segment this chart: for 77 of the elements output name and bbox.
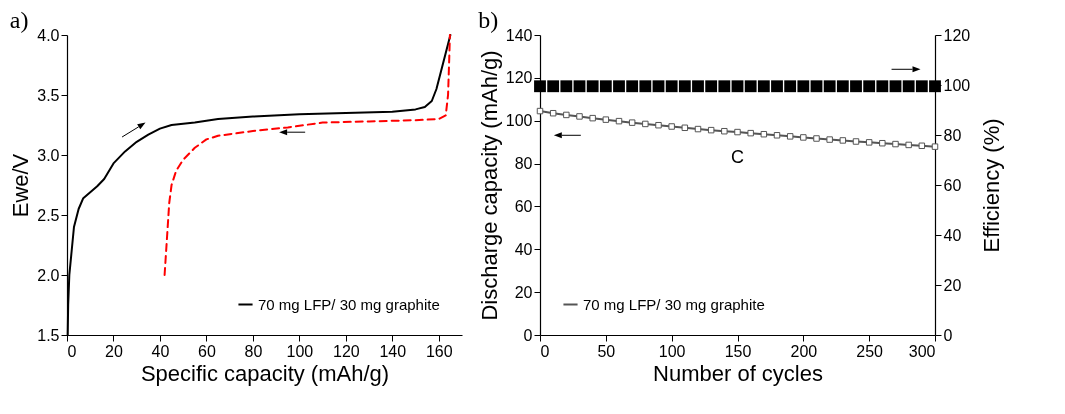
- y-axis-title: Discharge capacity (mAh/g): [476, 50, 502, 321]
- point: [931, 143, 939, 150]
- y2-tick-label: 40: [943, 226, 962, 244]
- x-tick-label: 160: [425, 342, 453, 360]
- point: [668, 123, 675, 130]
- x-tick-label: 100: [286, 342, 314, 360]
- y-tick-label: 100: [505, 112, 533, 130]
- point: [839, 137, 847, 144]
- point: [563, 111, 570, 119]
- x-tick-label: 140: [379, 342, 407, 360]
- point: [734, 128, 741, 136]
- point: [918, 142, 926, 150]
- y-tick-label: 20: [514, 283, 533, 301]
- point: [549, 109, 557, 117]
- x-axis-title: Number of cycles: [653, 360, 823, 386]
- y-tick-label: 4.0: [37, 26, 60, 44]
- legend-label: 70 mg LFP/ 30 mg graphite: [583, 295, 765, 313]
- point: [773, 132, 781, 139]
- point: [747, 129, 754, 137]
- point: [852, 138, 860, 145]
- y-tick-label: 140: [505, 26, 533, 44]
- y2-tick-label: 60: [943, 176, 962, 194]
- y-tick-label: 0: [523, 326, 533, 344]
- point: [615, 117, 623, 125]
- x-tick-label: 200: [790, 342, 818, 360]
- x-tick-label: 0: [67, 342, 77, 360]
- point: [642, 120, 649, 128]
- point: [707, 126, 715, 134]
- y-tick-label: 2.0: [37, 266, 60, 284]
- x-tick-label: 100: [658, 342, 686, 360]
- point: [813, 135, 820, 142]
- y-tick-label: 40: [514, 240, 533, 258]
- point: [589, 114, 596, 122]
- x-tick-label: 50: [597, 342, 616, 360]
- point: [681, 124, 689, 132]
- x-tick-label: 250: [856, 342, 884, 360]
- point: [760, 130, 768, 138]
- point: [628, 119, 636, 126]
- y-tick-label: 3.5: [37, 86, 60, 104]
- y-axis-title: Ewe/V: [8, 153, 34, 218]
- y-tick-label: 60: [514, 197, 533, 215]
- y2-tick-label: 120: [943, 26, 971, 44]
- x-tick-label: 20: [105, 342, 123, 360]
- x-tick-label: 120: [332, 342, 360, 360]
- chart-title: b): [478, 7, 499, 33]
- point: [576, 113, 583, 120]
- point: [602, 116, 610, 123]
- point: [800, 134, 807, 141]
- point: [879, 139, 886, 147]
- y2-tick-label: 20: [943, 276, 962, 294]
- point: [826, 136, 833, 143]
- point: [721, 127, 728, 135]
- x-tick-label: 60: [198, 342, 216, 360]
- chart-title: a): [9, 7, 29, 33]
- y-tick-label: 1.5: [37, 326, 60, 344]
- y-tick-label: 3.0: [37, 146, 60, 164]
- y2-tick-label: 0: [943, 326, 953, 344]
- y-tick-label: 2.5: [37, 206, 60, 224]
- y2-tick-label: 100: [943, 76, 971, 94]
- point: [905, 141, 912, 149]
- y-tick-label: 120: [505, 69, 533, 87]
- x-tick-label: 80: [244, 342, 263, 360]
- x-tick-label: 300: [908, 342, 936, 360]
- x-axis-title: Specific capacity (mAh/g): [140, 360, 390, 386]
- point: [786, 133, 794, 140]
- annotation: C: [731, 147, 744, 167]
- x-tick-label: 0: [540, 342, 550, 360]
- y-tick-label: 80: [514, 155, 533, 173]
- point: [892, 140, 899, 148]
- x-tick-label: 40: [151, 342, 170, 360]
- y2-axis-title: Efficiency (%): [979, 118, 1005, 253]
- point: [655, 121, 662, 129]
- legend-label: 70 mg LFP/ 30 mg graphite: [258, 295, 440, 313]
- point: [865, 139, 873, 146]
- y2-tick-label: 80: [943, 126, 962, 144]
- x-tick-label: 150: [724, 342, 752, 360]
- line-series: [163, 34, 451, 276]
